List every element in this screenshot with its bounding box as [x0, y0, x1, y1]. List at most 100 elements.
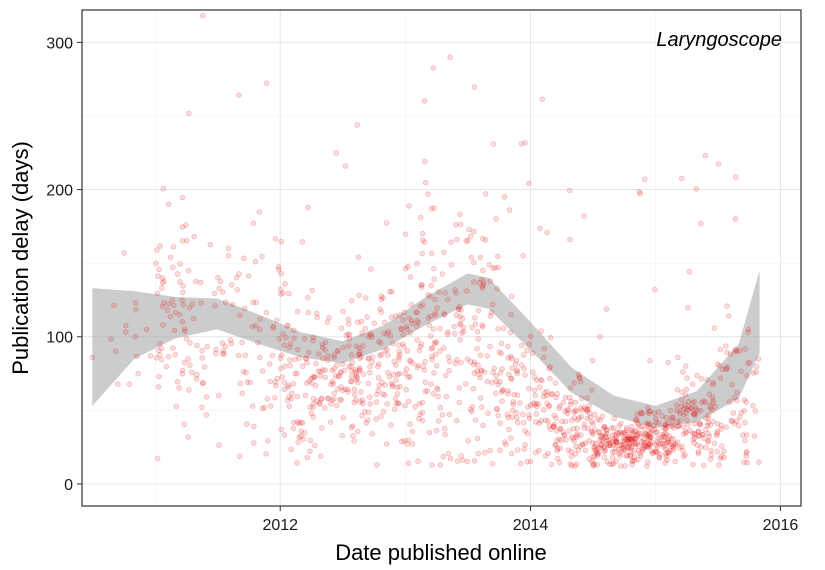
data-point	[529, 350, 536, 357]
data-point	[677, 417, 683, 424]
data-point	[308, 410, 315, 417]
data-point	[602, 424, 608, 430]
data-point	[408, 317, 415, 324]
data-point	[365, 333, 372, 340]
data-point	[264, 438, 271, 444]
data-point	[625, 443, 631, 450]
data-point	[444, 296, 451, 303]
data-point	[111, 302, 117, 309]
data-point	[664, 438, 671, 445]
data-point	[278, 352, 285, 359]
data-point	[691, 431, 698, 438]
data-point	[637, 190, 644, 197]
data-point	[464, 356, 471, 363]
data-point	[179, 297, 185, 304]
data-point	[402, 231, 409, 238]
data-point	[533, 400, 540, 407]
data-point	[639, 423, 645, 430]
data-point	[382, 382, 388, 388]
data-point	[380, 408, 387, 415]
data-point	[601, 423, 608, 430]
data-point	[432, 351, 439, 358]
data-point	[655, 420, 662, 427]
data-point	[283, 334, 289, 341]
data-point	[437, 348, 443, 354]
data-point	[442, 290, 448, 296]
data-point	[327, 401, 334, 407]
data-point	[418, 284, 425, 291]
data-point	[451, 330, 458, 337]
data-point	[527, 333, 534, 340]
data-point	[579, 441, 586, 448]
data-point	[448, 239, 454, 246]
data-point	[657, 440, 664, 447]
data-point	[641, 439, 648, 446]
data-point	[414, 309, 421, 316]
data-point	[660, 440, 666, 447]
data-point	[678, 397, 685, 403]
data-point	[582, 440, 589, 447]
data-point	[414, 260, 420, 267]
data-point	[250, 220, 257, 227]
data-point	[431, 369, 437, 376]
data-point	[402, 402, 408, 409]
data-point	[567, 461, 574, 467]
data-point	[599, 413, 606, 420]
data-point	[216, 285, 222, 292]
data-point	[282, 280, 288, 287]
data-point	[482, 237, 489, 243]
data-point	[577, 405, 584, 411]
data-point	[237, 312, 243, 319]
data-point	[577, 378, 584, 385]
data-point	[335, 373, 342, 380]
smooth-confidence-band	[92, 270, 760, 428]
data-point	[379, 379, 385, 386]
data-point	[537, 225, 543, 232]
panel-border	[81, 9, 802, 507]
data-point	[348, 297, 355, 304]
data-point	[236, 92, 242, 98]
data-point	[177, 261, 184, 267]
data-point	[689, 399, 696, 406]
data-point	[522, 428, 528, 434]
data-point	[580, 213, 587, 220]
data-point	[409, 360, 416, 366]
data-point	[222, 299, 229, 306]
data-point	[629, 439, 635, 445]
data-point	[393, 400, 400, 407]
data-point	[197, 279, 204, 286]
data-point	[420, 363, 426, 370]
data-point	[612, 445, 619, 452]
data-point	[686, 268, 693, 275]
data-point	[743, 453, 750, 459]
data-point	[264, 396, 271, 402]
data-point	[112, 348, 119, 354]
data-point	[510, 401, 517, 408]
data-point	[742, 419, 748, 426]
data-point	[571, 380, 578, 386]
data-point	[545, 450, 551, 457]
data-point	[631, 447, 637, 454]
data-point	[680, 406, 687, 413]
data-point	[256, 354, 263, 361]
data-point	[458, 453, 465, 459]
data-point	[665, 359, 672, 366]
data-point	[738, 368, 744, 375]
data-point	[452, 360, 459, 367]
data-point	[665, 420, 671, 426]
data-point	[550, 423, 557, 430]
data-point	[421, 239, 428, 245]
data-point	[253, 299, 259, 306]
data-point	[704, 376, 710, 383]
data-point	[567, 401, 574, 408]
data-point	[177, 278, 183, 285]
data-point	[584, 408, 590, 415]
data-point	[373, 399, 380, 405]
data-point	[532, 392, 538, 399]
data-point	[670, 444, 676, 451]
data-point	[280, 331, 286, 337]
data-point	[505, 355, 512, 361]
data-point	[170, 244, 177, 250]
data-point	[403, 366, 410, 372]
data-point	[663, 415, 670, 421]
